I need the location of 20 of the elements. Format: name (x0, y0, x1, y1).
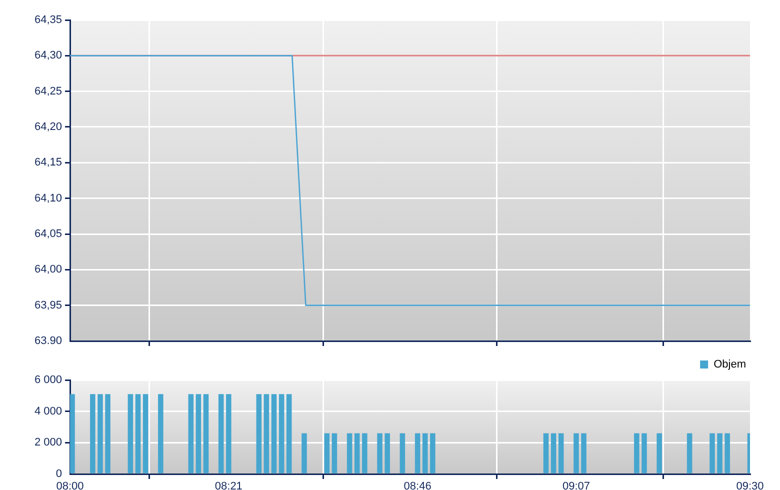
x-tick-label: 09:07 (562, 480, 590, 490)
x-tick-label: 08:00 (56, 480, 84, 490)
y-tick-label: 6 000 (34, 374, 62, 386)
y-tick-label: 64,30 (34, 50, 62, 62)
y-tick-label: 64,15 (34, 156, 62, 169)
x-tick-label: 08:46 (404, 480, 432, 490)
y-tick-label: 64,25 (34, 85, 62, 98)
y-tick-label: 64,20 (34, 121, 62, 134)
y-tick-label: 4 000 (34, 405, 62, 418)
y-tick-label: 2 000 (34, 436, 62, 449)
y-tick-label: 63.90 (34, 335, 62, 348)
y-tick-label: 63,95 (34, 299, 62, 312)
x-tick-label: 08:21 (214, 480, 242, 490)
y-tick-label: 64,05 (34, 228, 62, 240)
y-tick-label: 0 (56, 468, 62, 480)
y-tick-label: 64,35 (34, 14, 62, 26)
y-tick-label: 64,00 (34, 264, 62, 276)
y-tick-label: 64,10 (34, 192, 62, 204)
x-tick-label: 09:30 (736, 480, 764, 490)
legend-label: Objem (714, 358, 746, 371)
